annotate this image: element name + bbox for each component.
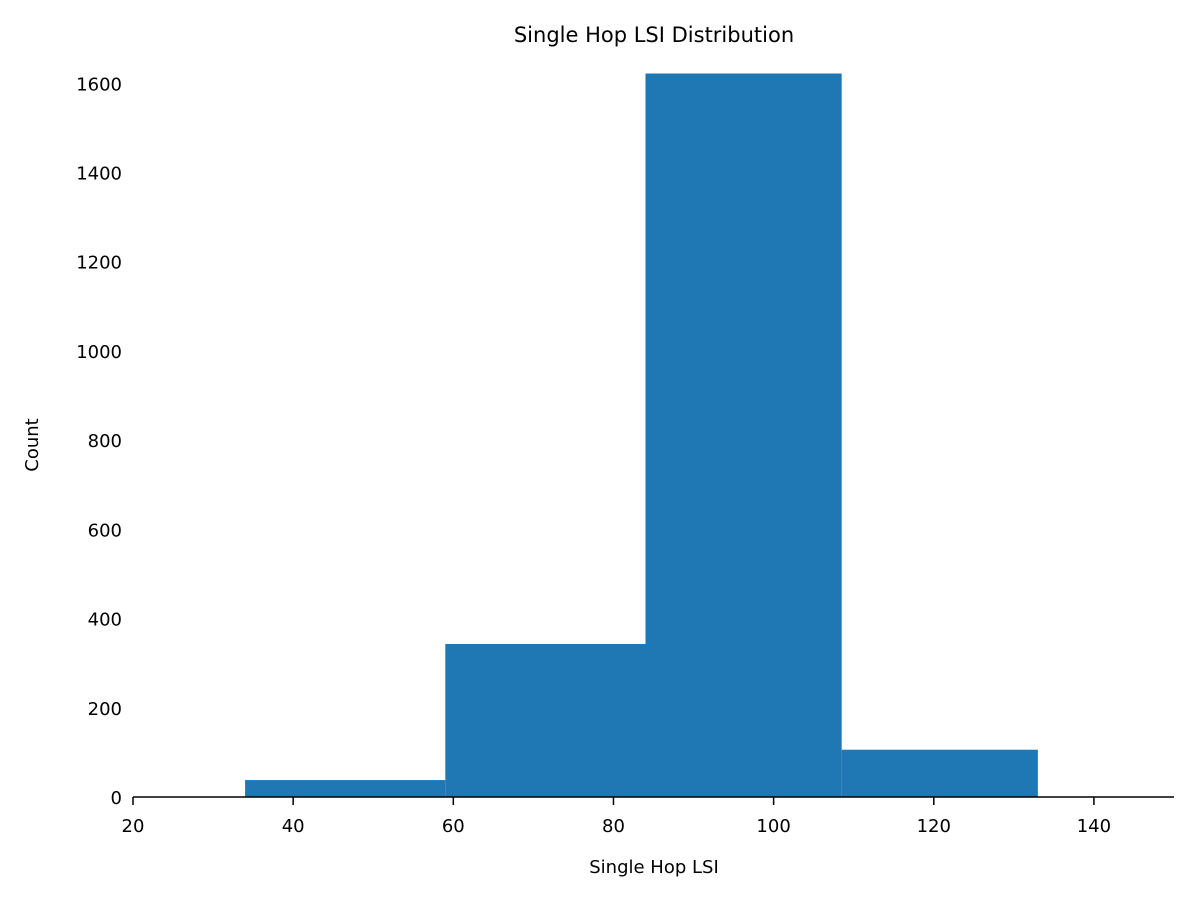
y-tick-label-1200: 1200	[76, 253, 122, 274]
x-tick-label-140: 140	[1077, 816, 1111, 837]
x-tick-label-120: 120	[917, 816, 951, 837]
y-tick-label-800: 800	[88, 431, 122, 452]
x-tick-label-60: 60	[442, 816, 465, 837]
y-tick-label-0: 0	[111, 788, 122, 809]
y-tick-label-1000: 1000	[76, 342, 122, 363]
x-tick-label-80: 80	[602, 816, 625, 837]
histogram-bar-3	[841, 749, 1038, 797]
histogram-bar-0	[245, 780, 446, 797]
x-tick-label-20: 20	[122, 816, 145, 837]
y-tick-label-600: 600	[88, 520, 122, 541]
chart-title: Single Hop LSI Distribution	[514, 23, 794, 47]
y-tick-label-1400: 1400	[76, 164, 122, 185]
y-axis-label: Count	[22, 418, 43, 471]
x-tick-label-100: 100	[756, 816, 790, 837]
y-tick-label-200: 200	[88, 699, 122, 720]
histogram-bar-2	[645, 73, 842, 798]
x-axis-label: Single Hop LSI	[589, 857, 719, 878]
y-ticks-group: 0 200 400 600 800 1000 1200 1400 1600	[76, 74, 122, 809]
y-tick-label-1600: 1600	[76, 74, 122, 95]
x-tick-label-40: 40	[282, 816, 305, 837]
histogram-bar-1	[445, 644, 646, 797]
x-ticks-group: 20 40 60 80 100 120 140	[122, 797, 1111, 837]
y-tick-label-400: 400	[88, 610, 122, 631]
bars-group	[245, 73, 1038, 798]
